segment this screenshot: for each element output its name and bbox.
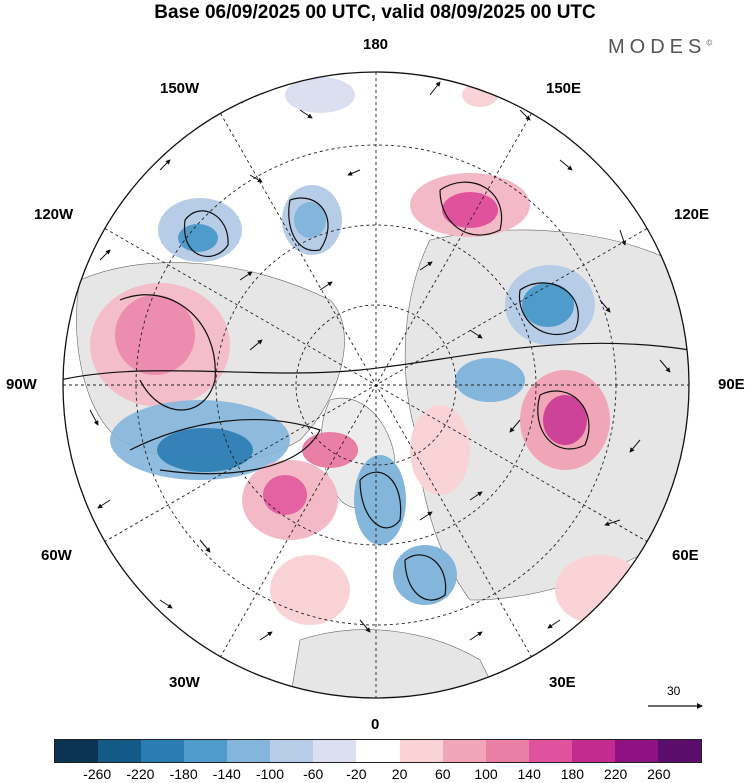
label-30w: 30W [169, 674, 200, 691]
colorbar-swatch [356, 740, 400, 762]
colorbar-tick-label: -180 [169, 766, 198, 782]
colorbar-swatch [141, 740, 185, 762]
map-field [63, 72, 689, 698]
label-120w: 120W [34, 206, 74, 223]
chart-title: Base 06/09/2025 00 UTC, valid 08/09/2025… [154, 2, 596, 23]
label-60e: 60E [672, 547, 699, 564]
colorbar-swatch [98, 740, 142, 762]
colorbar-swatch [313, 740, 357, 762]
colorbar-tick-label: 220 [603, 766, 628, 782]
colorbar-swatch [399, 740, 443, 762]
anomaly-positive [543, 395, 587, 445]
anomaly-negative [354, 455, 406, 545]
colorbar-tick-label: -220 [126, 766, 155, 782]
anomaly-positive [263, 475, 307, 515]
colorbar-tick-label: -100 [255, 766, 285, 782]
colorbar-tick-label: 180 [560, 766, 585, 782]
colorbar-swatch [442, 740, 486, 762]
colorbar-tick-label: 140 [517, 766, 541, 782]
height-contours [63, 181, 689, 601]
label-180: 180 [363, 36, 389, 53]
map-boundary [62, 71, 690, 699]
modes-logo: MODES© [608, 36, 712, 59]
land-africa [289, 629, 501, 698]
colorbar-swatch [55, 740, 99, 762]
label-120e: 120E [674, 206, 710, 223]
colorbar-tick-label: 20 [391, 766, 408, 782]
colorbar-swatch [528, 740, 572, 762]
anomaly-positive [442, 192, 498, 228]
colorbar-swatch [485, 740, 529, 762]
colorbar-tick-label: 260 [647, 766, 671, 782]
vector-scale-label: 30 [667, 684, 681, 698]
colorbar-swatch [571, 740, 615, 762]
brand-copyright: © [706, 38, 713, 48]
label-150w: 150W [160, 80, 200, 97]
colorbar-swatch [227, 740, 271, 762]
colorbar-swatch [184, 740, 228, 762]
colorbar-tick-label: -260 [83, 766, 112, 782]
anomaly-positive [115, 295, 195, 375]
anomaly-negative [285, 77, 355, 113]
label-30e: 30E [549, 674, 576, 691]
colorbar-swatch [657, 740, 701, 762]
label-90e: 90E [718, 376, 745, 393]
anomaly-negative [294, 202, 326, 238]
colorbar-ticks: -260 -220 -180 -140 -100 -60 -20 20 60 100 140 180 2… [54, 766, 702, 783]
colorbar-tick-label: -20 [346, 766, 367, 782]
colorbar [54, 739, 702, 763]
anomaly-positive [410, 405, 470, 495]
colorbar-tick-label: -60 [303, 766, 324, 782]
anomaly-negative [455, 358, 525, 402]
anomaly-negative [522, 283, 574, 327]
colorbar-tick-label: 60 [435, 766, 451, 782]
colorbar-swatch [614, 740, 658, 762]
colorbar-swatch [270, 740, 314, 762]
colorbar-tick-label: -140 [212, 766, 241, 782]
anomaly-positive [270, 555, 350, 625]
label-60w: 60W [41, 547, 72, 564]
label-0: 0 [371, 716, 380, 733]
anomaly-negative [393, 545, 457, 605]
colorbar-tick-label: 100 [474, 766, 498, 782]
anomaly-negative [157, 428, 253, 472]
brand-name: MODES [608, 36, 707, 58]
label-150e: 150E [546, 80, 582, 97]
wind-vectors [89, 81, 671, 641]
label-90w: 90W [6, 376, 37, 393]
graticule [63, 72, 689, 698]
